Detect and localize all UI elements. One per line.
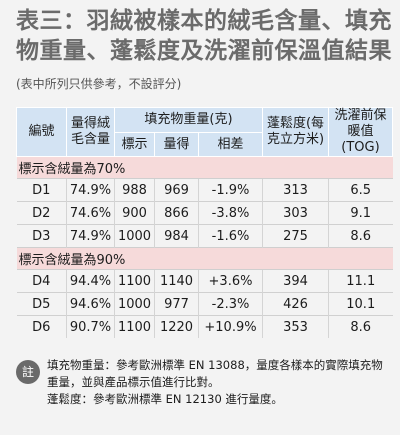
header-difference: 相差 [198, 132, 263, 157]
cell-labeled: 900 [114, 201, 155, 225]
cell-down: 74.6% [66, 201, 115, 225]
cell-tog: 6.5 [328, 178, 393, 202]
header-loft: 蓬鬆度(每克立方米) [262, 107, 329, 157]
title-subtitle: (表中所列只供參考，不設評分) [16, 77, 182, 91]
cell-diff: -1.6% [198, 224, 263, 248]
cell-tog: 9.1 [328, 201, 393, 225]
cell-loft: 394 [262, 269, 329, 293]
header-row-top: 編號 量得絨毛含量 填充物重量(克) 蓬鬆度(每克立方米) 洗濯前保暖值(TOG… [16, 107, 393, 157]
cell-diff: -2.3% [198, 292, 263, 316]
group-label: 標示含絨量為70% [16, 156, 393, 179]
cell-code: D3 [16, 224, 67, 248]
table-row: D6 90.7% 1100 1220 +10.9% 353 8.6 [16, 315, 393, 338]
cell-down: 94.6% [66, 292, 115, 316]
cell-diff: +3.6% [198, 269, 263, 293]
title-main: 表三：羽絨被樣本的絨毛含量、填充物重量、蓬鬆度及洗濯前保溫值結果 [16, 8, 392, 64]
cell-tog: 8.6 [328, 224, 393, 248]
cell-tog: 8.6 [328, 315, 393, 338]
footnote: 註 填充物重量：參考歐洲標準 EN 13088，量度各樣本的實際填充物重量，並與… [16, 357, 392, 408]
cell-measured: 977 [154, 292, 199, 316]
cell-diff: +10.9% [198, 315, 263, 338]
cell-labeled: 1000 [114, 292, 155, 316]
cell-measured: 1140 [154, 269, 199, 293]
group-label: 標示含絨量為90% [16, 247, 393, 270]
cell-measured: 866 [154, 201, 199, 225]
cell-code: D5 [16, 292, 67, 316]
cell-measured: 1220 [154, 315, 199, 338]
header-labeled: 標示 [114, 132, 155, 157]
cell-labeled: 1100 [114, 315, 155, 338]
header-code: 編號 [16, 107, 67, 157]
cell-tog: 10.1 [328, 292, 393, 316]
header-measured: 量得 [154, 132, 199, 157]
cell-down: 90.7% [66, 315, 115, 338]
cell-labeled: 988 [114, 178, 155, 202]
table-row: D4 94.4% 1100 1140 +3.6% 394 11.1 [16, 269, 393, 293]
results-table: 編號 量得絨毛含量 填充物重量(克) 蓬鬆度(每克立方米) 洗濯前保暖值(TOG… [16, 107, 393, 338]
cell-code: D1 [16, 178, 67, 202]
group-header: 標示含絨量為90% [16, 247, 393, 270]
cell-down: 74.9% [66, 224, 115, 248]
cell-loft: 353 [262, 315, 329, 338]
header-fill-weight: 填充物重量(克) [114, 107, 263, 133]
cell-code: D6 [16, 315, 67, 338]
cell-loft: 275 [262, 224, 329, 248]
note-icon: 註 [16, 360, 40, 384]
cell-down: 94.4% [66, 269, 115, 293]
cell-loft: 313 [262, 178, 329, 202]
cell-labeled: 1000 [114, 224, 155, 248]
table-row: D2 74.6% 900 866 -3.8% 303 9.1 [16, 201, 393, 225]
table-title: 表三：羽絨被樣本的絨毛含量、填充物重量、蓬鬆度及洗濯前保溫值結果 (表中所列只供參… [16, 6, 392, 99]
note-line-loft: 蓬鬆度：參考歐洲標準 EN 12130 進行量度。 [47, 392, 283, 406]
table-row: D5 94.6% 1000 977 -2.3% 426 10.1 [16, 292, 393, 316]
header-row-sub: 標示 量得 相差 [17, 132, 393, 157]
header-down-content: 量得絨毛含量 [66, 107, 115, 157]
header-warmth: 洗濯前保暖值(TOG) [328, 107, 393, 157]
note-line-fill-weight: 填充物重量：參考歐洲標準 EN 13088，量度各樣本的實際填充物重量，並與產品… [47, 358, 383, 389]
table-row: D1 74.9% 988 969 -1.9% 313 6.5 [16, 178, 393, 202]
cell-down: 74.9% [66, 178, 115, 202]
cell-loft: 426 [262, 292, 329, 316]
cell-labeled: 1100 [114, 269, 155, 293]
cell-tog: 11.1 [328, 269, 393, 293]
cell-code: D4 [16, 269, 67, 293]
cell-diff: -1.9% [198, 178, 263, 202]
cell-measured: 984 [154, 224, 199, 248]
cell-loft: 303 [262, 201, 329, 225]
group-header: 標示含絨量為70% [16, 156, 393, 179]
cell-code: D2 [16, 201, 67, 225]
table-row: D3 74.9% 1000 984 -1.6% 275 8.6 [16, 224, 393, 248]
cell-diff: -3.8% [198, 201, 263, 225]
cell-measured: 969 [154, 178, 199, 202]
